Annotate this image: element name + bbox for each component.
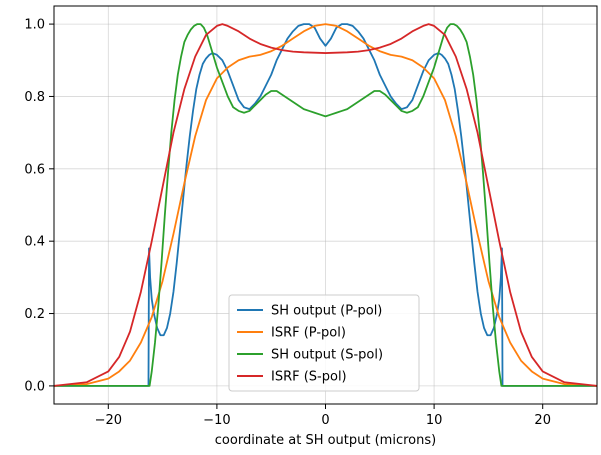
series-line-3	[54, 23, 597, 387]
x-tick-label: −10	[203, 413, 230, 428]
legend-box	[228, 294, 420, 392]
legend: SH output (P-pol) ISRF (P-pol) SH output (…	[228, 294, 420, 392]
legend-label: SH output (P-pol)	[271, 304, 382, 319]
y-tick-label: 0.0	[24, 379, 45, 394]
x-tick-label: 0	[321, 413, 329, 428]
legend-label: SH output (S-pol)	[271, 348, 383, 363]
series-line-2	[54, 23, 597, 387]
y-tick-label: 0.6	[24, 162, 45, 177]
ticks: −20 −10 0 10 20 0.0 0.2 0.4 0.6 0.8 1.0	[24, 18, 551, 428]
x-tick-label: 10	[426, 413, 443, 428]
y-tick-label: 1.0	[24, 18, 45, 33]
y-tick-label: 0.4	[24, 235, 45, 250]
y-tick-label: 0.8	[24, 90, 45, 105]
x-axis-label: coordinate at SH output (microns)	[215, 433, 436, 448]
x-tick-label: −20	[95, 413, 122, 428]
y-tick-label: 0.2	[24, 307, 45, 322]
series-line-4	[54, 23, 597, 387]
legend-label: ISRF (P-pol)	[271, 326, 346, 341]
legend-label: ISRF (S-pol)	[271, 370, 347, 385]
x-tick-label: 20	[534, 413, 551, 428]
series-layer	[54, 23, 597, 387]
